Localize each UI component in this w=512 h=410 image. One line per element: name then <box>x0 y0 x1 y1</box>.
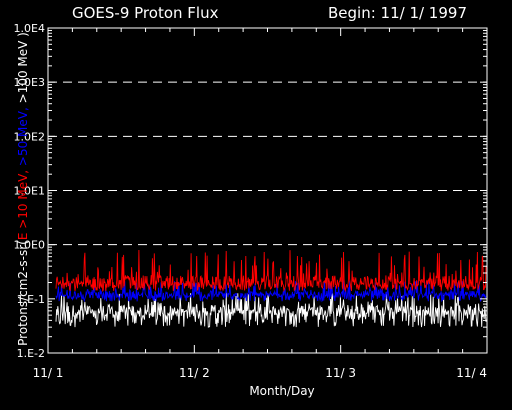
x-tick-label: 11/ 2 <box>179 366 210 380</box>
y-tick-label: 1.E-1 <box>17 293 45 306</box>
begin-date: Begin: 11/ 1/ 1997 <box>328 4 467 22</box>
y-tick-label: 1.0E0 <box>14 239 45 252</box>
x-tick-label: 11/ 1 <box>33 366 64 380</box>
x-axis-label: Month/Day <box>249 384 314 398</box>
y-tick-label: 1.0E1 <box>14 185 45 198</box>
x-tick-label: 11/ 3 <box>325 366 356 380</box>
series-line <box>55 249 487 293</box>
y-tick-label: 1.0E4 <box>14 22 45 35</box>
y-label-part: >50 MeV, <box>16 103 30 166</box>
grid-lines <box>48 81 487 246</box>
x-axis: 11/ 1 11/ 2 11/ 3 11/ 4 <box>33 28 488 380</box>
y-axis-label: Protons/cm2-s-sr(E >10 MeV, >50 MeV, >10… <box>16 32 30 346</box>
chart-title: GOES-9 Proton Flux <box>72 4 219 22</box>
series-line <box>55 292 487 328</box>
y-label-part: >100 MeV ) <box>16 32 30 103</box>
x-tick-label: 11/ 4 <box>456 366 487 380</box>
y-label-part: Protons/cm2-s-sr( <box>16 240 30 346</box>
y-tick-label: 1.0E3 <box>14 76 45 89</box>
y-axis: 1.E-2 1.E-1 1.0E0 1.0E1 1.0E2 1.0E3 1.0E4 <box>14 22 487 360</box>
series-line <box>55 280 487 303</box>
y-label-part: E >10 MeV, <box>16 166 30 240</box>
y-tick-label: 1.0E2 <box>14 130 45 143</box>
data-series <box>55 249 487 328</box>
y-tick-label: 1.E-2 <box>17 347 45 360</box>
